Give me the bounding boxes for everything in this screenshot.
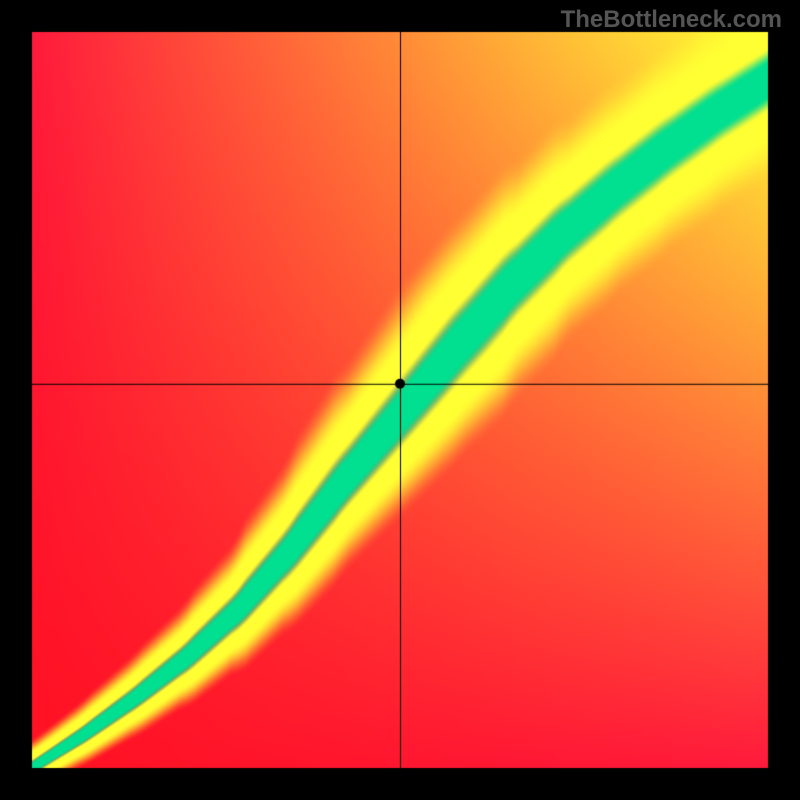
bottleneck-heatmap-canvas [0,0,800,800]
chart-container: TheBottleneck.com [0,0,800,800]
watermark-text: TheBottleneck.com [561,6,782,34]
